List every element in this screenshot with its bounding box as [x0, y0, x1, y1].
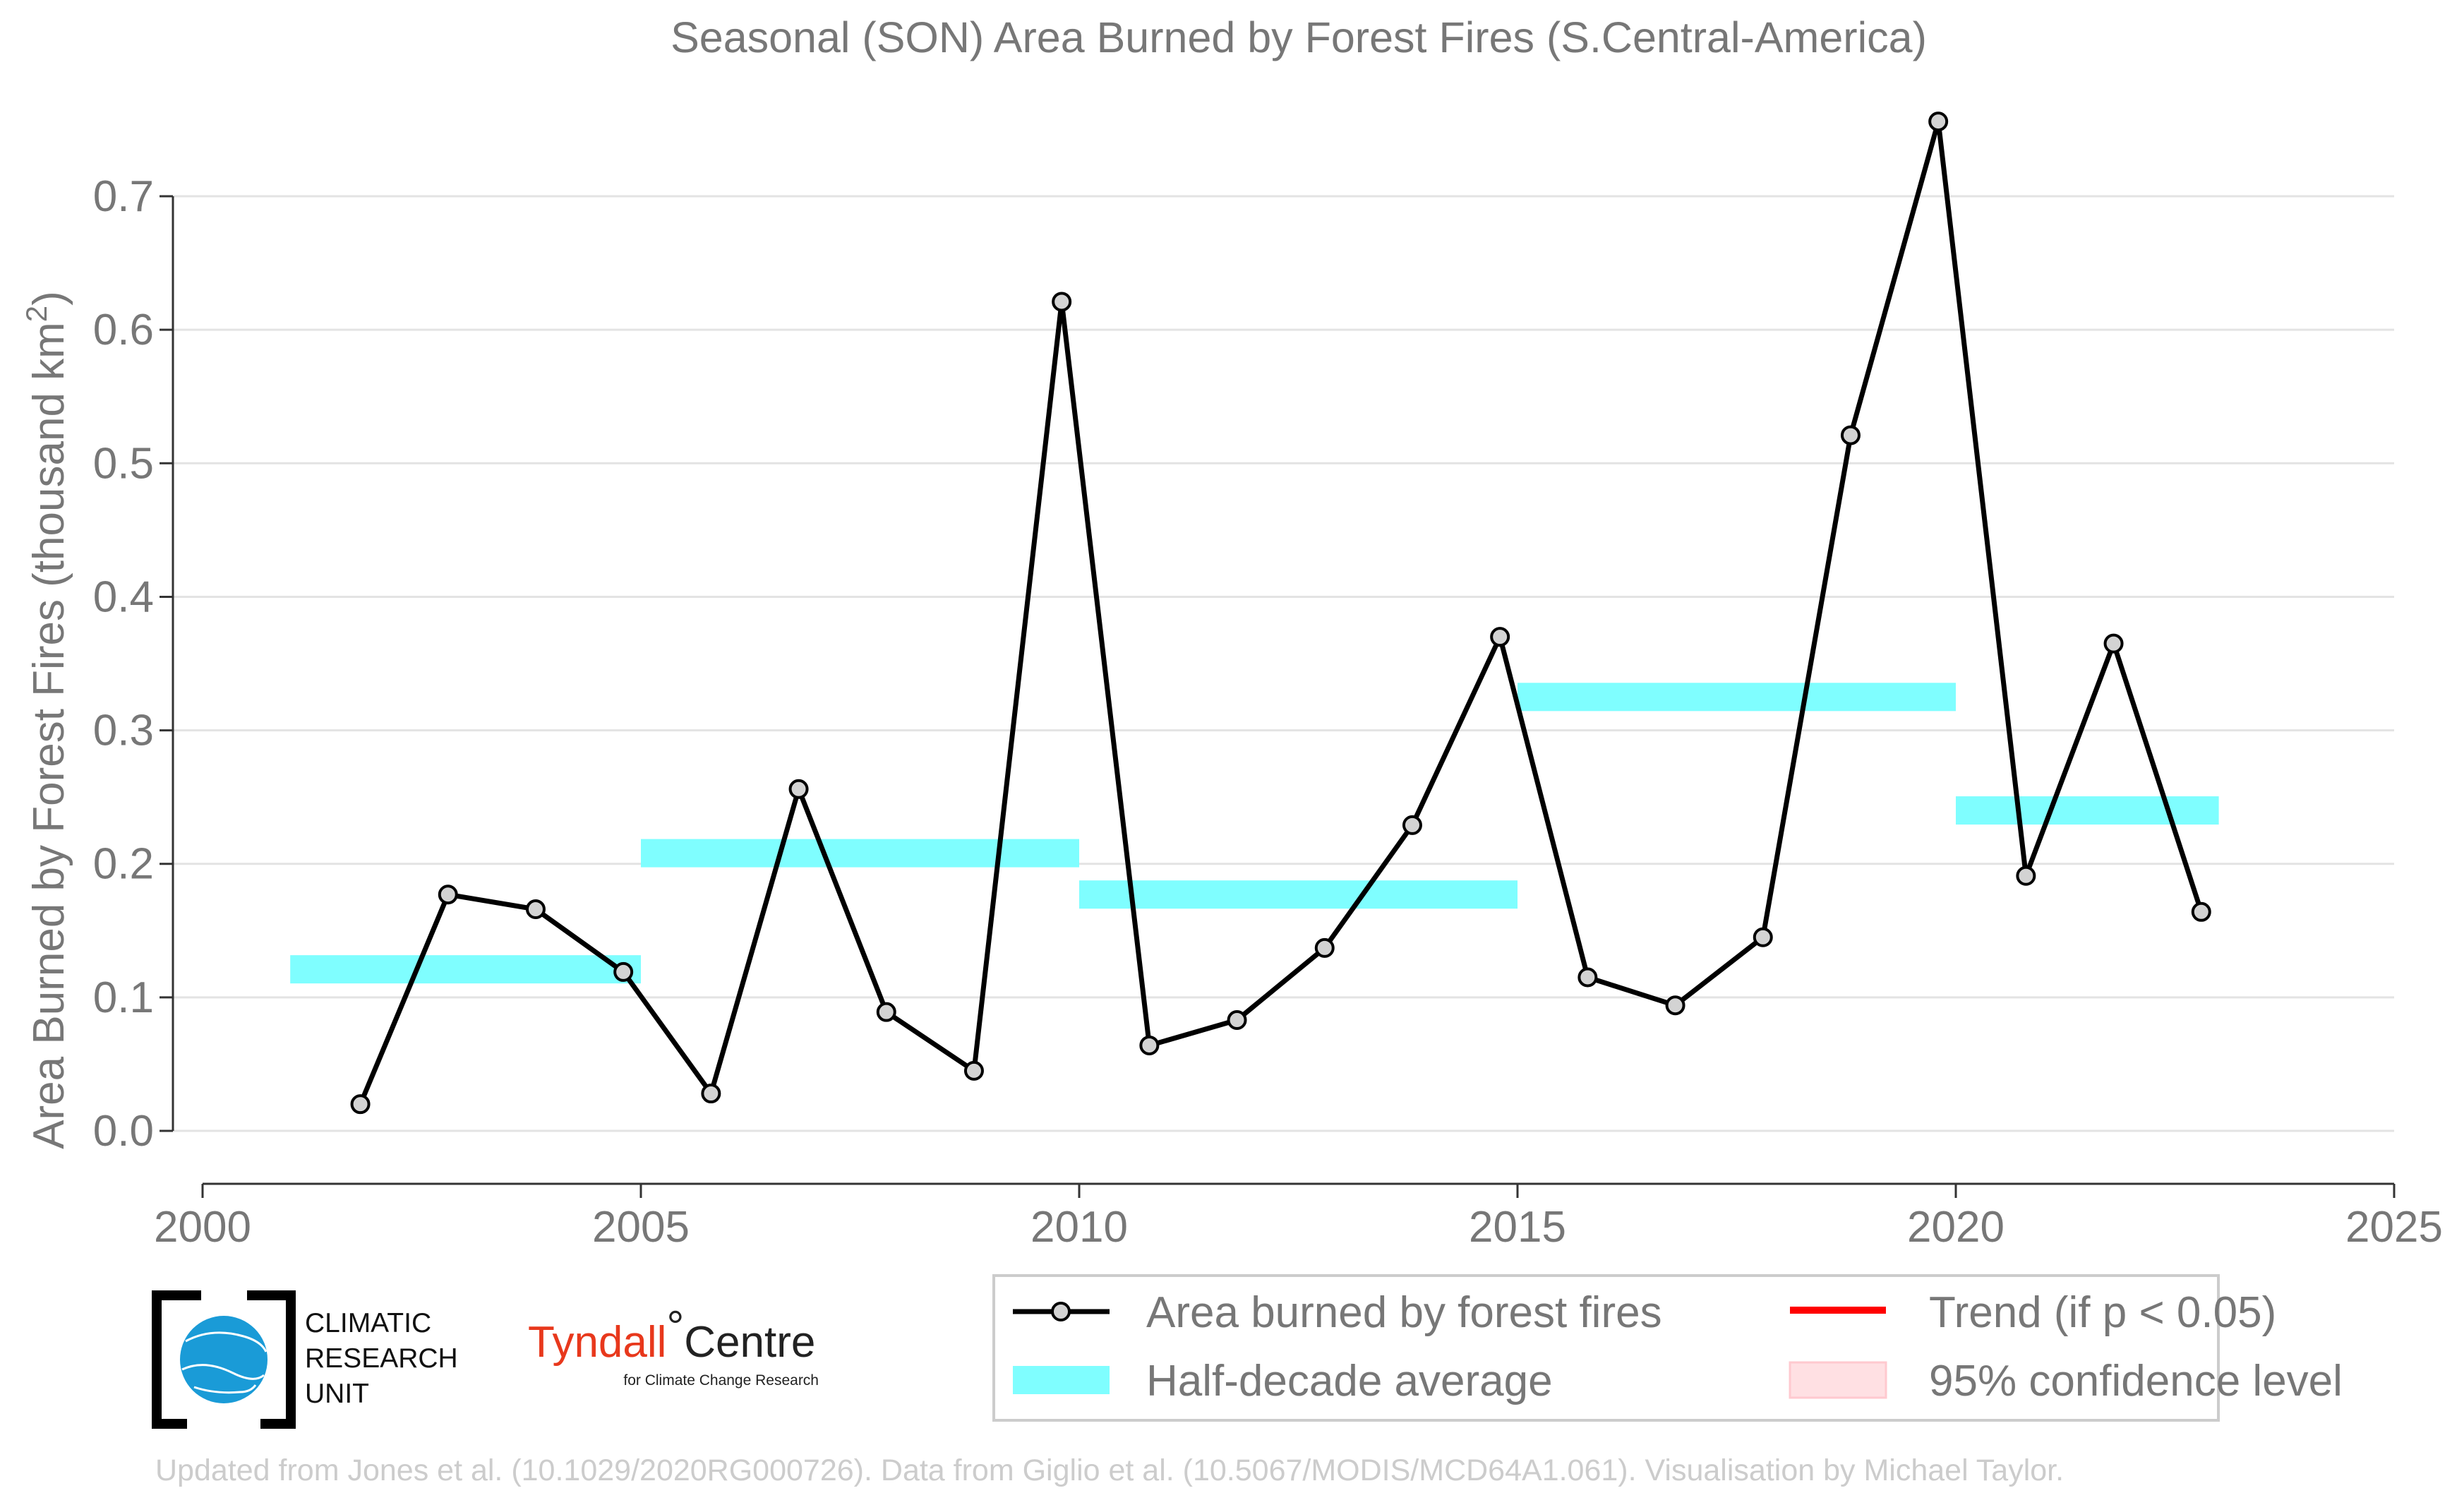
legend-swatch-marker: [1051, 1302, 1071, 1321]
half-decade-average-bar: [1079, 880, 1518, 909]
legend-swatch-half-decade-average: [1013, 1366, 1110, 1394]
tyndall-logo-degree: °: [666, 1302, 684, 1351]
tyndall-logo: Tyndall°Centre for Climate Change Resear…: [528, 1302, 819, 1389]
y-tick-label: 0.1: [93, 973, 154, 1022]
x-tick-label: 2000: [154, 1203, 251, 1252]
y-tick-label: 0.0: [93, 1107, 154, 1156]
data-point: [1052, 292, 1072, 312]
cru-logo-globe: [180, 1316, 268, 1403]
cru-logo-bracket-left: [152, 1290, 201, 1429]
data-point: [701, 1084, 721, 1104]
credit-line: Updated from Jones et al. (10.1029/2020R…: [155, 1453, 2064, 1487]
x-tick-label: 2025: [2345, 1203, 2443, 1252]
cru-logo-bracket-right: [247, 1290, 296, 1429]
data-point: [1928, 112, 1949, 132]
y-tick-label: 0.6: [93, 306, 154, 354]
legend-label-half-decade-average: Half-decade average: [1146, 1357, 1553, 1405]
half-decade-average-bar: [1518, 683, 1956, 712]
cru-logo-globe-contour: [185, 1331, 268, 1353]
data-point: [438, 885, 458, 905]
cru-logo-globe-contour: [193, 1384, 257, 1394]
y-tick-label: 0.7: [93, 172, 154, 221]
legend: Area burned by forest fires Trend (if p …: [992, 1274, 2343, 1422]
data-point: [1314, 937, 1335, 958]
y-tick-label: 0.5: [93, 439, 154, 488]
series-layer: [350, 112, 2211, 1115]
data-point: [2103, 633, 2124, 654]
data-point: [1840, 425, 1861, 445]
y-axis-label-close: ): [25, 291, 73, 306]
data-point: [1490, 627, 1510, 647]
data-point: [1753, 927, 1773, 947]
half-decade-average-bar: [641, 839, 1079, 868]
tyndall-logo-name: Tyndall: [528, 1318, 666, 1367]
data-point: [1665, 995, 1685, 1016]
cru-logo-line-3: UNIT: [305, 1379, 369, 1409]
tyndall-logo-centre: Centre: [684, 1318, 815, 1367]
series-line-area-burned: [358, 119, 2204, 1105]
grid-layer: [173, 195, 2394, 1132]
cru-logo-line-1: CLIMATIC: [305, 1308, 431, 1338]
cru-logo-globe-contour: [181, 1364, 265, 1380]
y-axis-label: Area Burned by Forest Fires (thousand km…: [20, 291, 73, 1149]
y-axis-label-superscript: 2: [20, 306, 53, 322]
y-tick-label: 0.2: [93, 840, 154, 889]
data-point: [963, 1060, 984, 1081]
data-point: [788, 779, 809, 799]
tyndall-logo-subtitle: for Climate Change Research: [623, 1372, 819, 1389]
legend-label-confidence: 95% confidence level: [1929, 1357, 2343, 1405]
cru-logo-line-2: RESEARCH: [305, 1343, 458, 1374]
x-tick-label: 2020: [1907, 1203, 2005, 1252]
x-tick-label: 2010: [1030, 1203, 1128, 1252]
chart-title: Seasonal (SON) Area Burned by Forest Fir…: [671, 13, 1927, 61]
legend-label-trend: Trend (if p < 0.05): [1929, 1288, 2276, 1337]
data-point: [1402, 815, 1422, 835]
y-axis-label-text: Area Burned by Forest Fires (thousand km: [25, 322, 73, 1149]
data-point: [1577, 967, 1598, 988]
data-point: [1227, 1010, 1247, 1031]
y-tick-label: 0.3: [93, 707, 154, 755]
data-point: [613, 961, 634, 982]
half-decade-average-bar: [290, 955, 641, 984]
data-point: [350, 1094, 371, 1115]
legend-label-area-burned: Area burned by forest fires: [1146, 1288, 1662, 1337]
data-point: [2191, 901, 2211, 922]
data-point: [2016, 865, 2036, 886]
half-decade-average-layer: [290, 683, 2219, 984]
data-point: [1139, 1035, 1160, 1055]
data-point: [876, 1002, 896, 1022]
axes-layer: 0.0 0.1 0.2 0.3 0.4 0.5 0.6 0.7 2000 2005 2010 2015…: [93, 172, 2443, 1252]
data-point: [525, 899, 546, 920]
legend-frame: [992, 1274, 2220, 1422]
legend-swatch-confidence: [1789, 1361, 1887, 1399]
cru-logo: CLIMATIC RESEARCH UNIT: [152, 1290, 458, 1429]
tyndall-logo-wordmark: Tyndall°Centre: [528, 1302, 815, 1367]
x-tick-label: 2005: [592, 1203, 690, 1252]
half-decade-average-bar: [1956, 796, 2219, 825]
x-tick-label: 2015: [1469, 1203, 1566, 1252]
y-tick-label: 0.4: [93, 572, 154, 621]
